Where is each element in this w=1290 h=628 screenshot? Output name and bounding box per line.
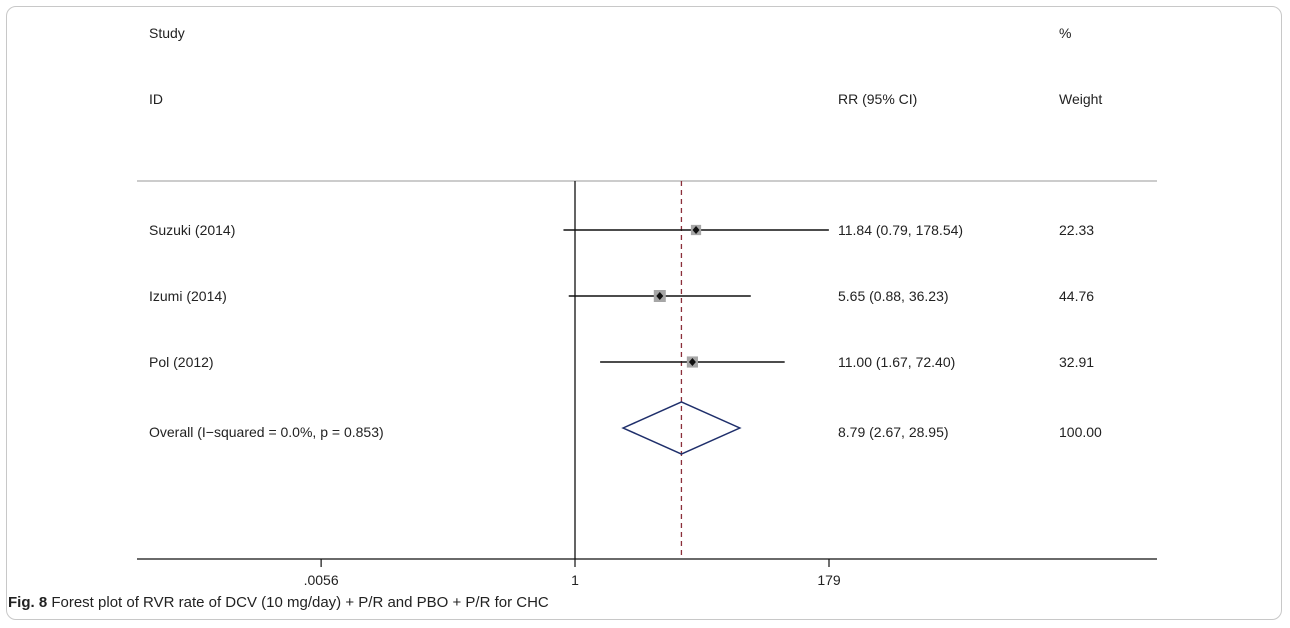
figure-frame	[6, 6, 1282, 620]
x-axis-ticks: .0056 1 179	[304, 559, 841, 588]
header-weight: Weight	[1059, 91, 1102, 107]
figure-caption: Fig. 8 Forest plot of RVR rate of DCV (1…	[8, 594, 549, 611]
figure-label: Fig. 8	[8, 594, 48, 611]
study-point	[656, 292, 664, 300]
study-weight-text: 44.76	[1059, 288, 1094, 304]
study-row: Pol (2012) 11.00 (1.67, 72.40) 32.91	[149, 354, 1094, 370]
x-tick-label: 179	[817, 572, 841, 588]
study-effect-text: 11.00 (1.67, 72.40)	[838, 354, 955, 370]
study-row: Suzuki (2014) 11.84 (0.79, 178.54) 22.33	[149, 222, 1094, 238]
study-rows: Suzuki (2014) 11.84 (0.79, 178.54) 22.33 Iz…	[149, 222, 1094, 370]
study-weight-text: 22.33	[1059, 222, 1094, 238]
caption-text: Forest plot of RVR rate of DCV (10 mg/da…	[51, 594, 549, 611]
overall-weight-text: 100.00	[1059, 424, 1102, 440]
study-effect-text: 5.65 (0.88, 36.23)	[838, 288, 949, 304]
x-tick-label: .0056	[304, 572, 339, 588]
study-row: Izumi (2014) 5.65 (0.88, 36.23) 44.76	[149, 288, 1094, 304]
overall-label: Overall (I−squared = 0.0%, p = 0.853)	[149, 424, 384, 440]
reference-lines	[574, 181, 683, 559]
study-effect-text: 11.84 (0.79, 178.54)	[838, 222, 963, 238]
header-percent: %	[1059, 25, 1071, 41]
study-label: Suzuki (2014)	[149, 222, 235, 238]
overall-diamond	[621, 401, 742, 455]
overall-effect-text: 8.79 (2.67, 28.95)	[838, 424, 949, 440]
overall-row: Overall (I−squared = 0.0%, p = 0.853) 8.…	[149, 401, 1102, 455]
study-point	[688, 358, 696, 366]
study-point	[692, 226, 700, 234]
x-tick-label: 1	[571, 572, 579, 588]
header-study: Study	[149, 25, 185, 41]
study-label: Izumi (2014)	[149, 288, 227, 304]
study-label: Pol (2012)	[149, 354, 214, 370]
header-effect: RR (95% CI)	[838, 91, 917, 107]
header-id: ID	[149, 91, 163, 107]
study-weight-text: 32.91	[1059, 354, 1094, 370]
